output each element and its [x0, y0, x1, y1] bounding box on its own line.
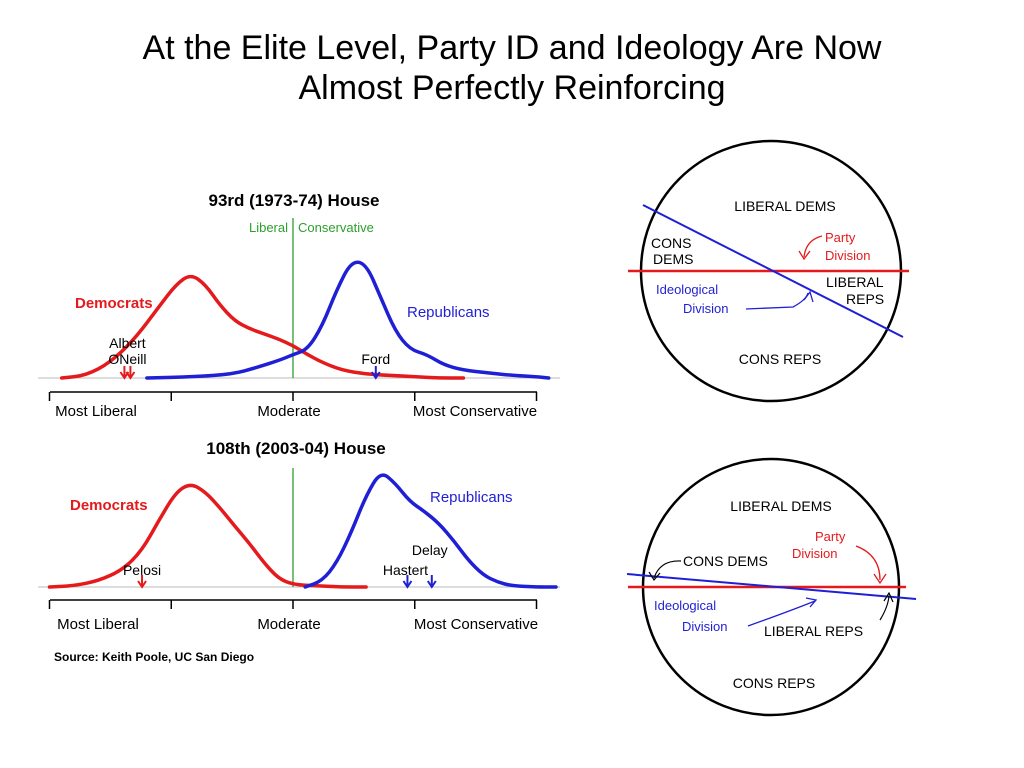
label-liberal-reps-2: REPS: [846, 291, 884, 307]
ideological-division-arrowhead: [805, 597, 818, 608]
source-note: Source: Keith Poole, UC San Diego: [54, 650, 254, 664]
marker-arrowhead-ford: [370, 371, 381, 380]
chart-108th-xlabel-most-liberal: Most Liberal: [57, 616, 139, 633]
slide-title-line-1: At the Elite Level, Party ID and Ideolog…: [142, 29, 882, 67]
label-cons-dems-2: DEMS: [653, 251, 693, 267]
marker-arrowhead-albert-oneill: [125, 371, 136, 380]
label-party-division-2: Division: [792, 546, 838, 561]
chart-93rd-liberal-label: Liberal: [249, 220, 288, 235]
chart-93rd-conservative-label: Conservative: [298, 220, 374, 235]
chart-108th-title: 108th (2003-04) House: [206, 439, 386, 458]
marker-label-pelosi: Pelosi: [123, 562, 161, 578]
liberal-reps-arrow: [879, 595, 890, 621]
slide-title: At the Elite Level, Party ID and Ideolog…: [0, 28, 1024, 108]
liberal-reps-arrowhead: [883, 591, 894, 603]
chart-93rd-republicans-label: Republicans: [407, 304, 490, 321]
series-line-democrats: [47, 483, 368, 589]
series-line-democrats: [59, 274, 466, 380]
label-ideological-division-1: Ideological: [656, 282, 718, 297]
party-division-arrow: [855, 545, 881, 581]
label-cons-reps: CONS REPS: [733, 675, 815, 691]
label-cons-reps: CONS REPS: [739, 351, 821, 367]
circle-diagram-1973: LIBERAL DEMS CONS DEMS Party Division LI…: [628, 139, 909, 403]
party-division-arrowhead: [873, 573, 887, 585]
cons-dems-arrowhead: [648, 571, 661, 582]
chart-108th-xlabel-moderate: Moderate: [257, 616, 320, 633]
label-party-division-1: Party: [815, 529, 846, 544]
label-liberal-reps: LIBERAL REPS: [764, 623, 863, 639]
label-party-division-2: Division: [825, 248, 871, 263]
label-ideological-division-2: Division: [683, 301, 729, 316]
label-cons-dems: CONS DEMS: [683, 553, 768, 569]
ideological-division-arrow: [747, 600, 816, 627]
label-ideological-division-1: Ideological: [654, 598, 716, 613]
marker-label-delay: Delay: [412, 542, 448, 558]
ideological-division-line: [626, 573, 917, 600]
party-division-arrow: [803, 235, 823, 258]
series-line-republicans: [303, 473, 558, 589]
chart-93rd-xlabel-moderate: Moderate: [257, 403, 320, 420]
ideological-division-line: [642, 204, 904, 338]
chart-108th-republicans-label: Republicans: [430, 489, 513, 506]
circle-diagram-2003: LIBERAL DEMS CONS DEMS Party Division Id…: [626, 457, 917, 717]
marker-label-hastert: Hastert: [383, 562, 428, 578]
chart-93rd-xlabel-most-liberal: Most Liberal: [55, 403, 137, 420]
label-ideological-division-2: Division: [682, 619, 728, 634]
chart-108th-house: 108th (2003-04) House Democrats Republic…: [38, 439, 560, 664]
chart-108th-xlabel-most-conservative: Most Conservative: [414, 616, 538, 633]
ideological-division-arrow: [745, 292, 809, 310]
label-liberal-dems: LIBERAL DEMS: [730, 498, 831, 514]
series-line-republicans: [145, 260, 551, 380]
marker-arrowhead-hastert: [402, 580, 413, 589]
chart-93rd-democrats-label: Democrats: [75, 295, 153, 312]
label-liberal-dems: LIBERAL DEMS: [734, 198, 835, 214]
cons-dems-arrow: [653, 560, 682, 579]
chart-108th-democrats-label: Democrats: [70, 497, 148, 514]
slide-title-line-2: Almost Perfectly Reinforcing: [298, 69, 726, 107]
marker-label-albert-oneill: Albert: [109, 335, 146, 351]
marker-arrowhead-delay: [426, 580, 437, 589]
ideological-division-arrowhead: [803, 290, 814, 303]
chart-93rd-house: 93rd (1973-74) House Liberal Conservativ…: [38, 191, 560, 420]
marker-label-ford: Ford: [361, 351, 390, 367]
marker-arrowhead-pelosi: [137, 580, 147, 589]
party-division-arrowhead: [798, 250, 811, 261]
label-liberal-reps-1: LIBERAL: [826, 274, 884, 290]
label-cons-dems-1: CONS: [651, 235, 691, 251]
chart-93rd-xlabel-most-conservative: Most Conservative: [413, 403, 537, 420]
chart-93rd-title: 93rd (1973-74) House: [208, 191, 379, 210]
label-party-division-1: Party: [825, 230, 856, 245]
marker-label-albert-oneill: ONeill: [108, 351, 146, 367]
